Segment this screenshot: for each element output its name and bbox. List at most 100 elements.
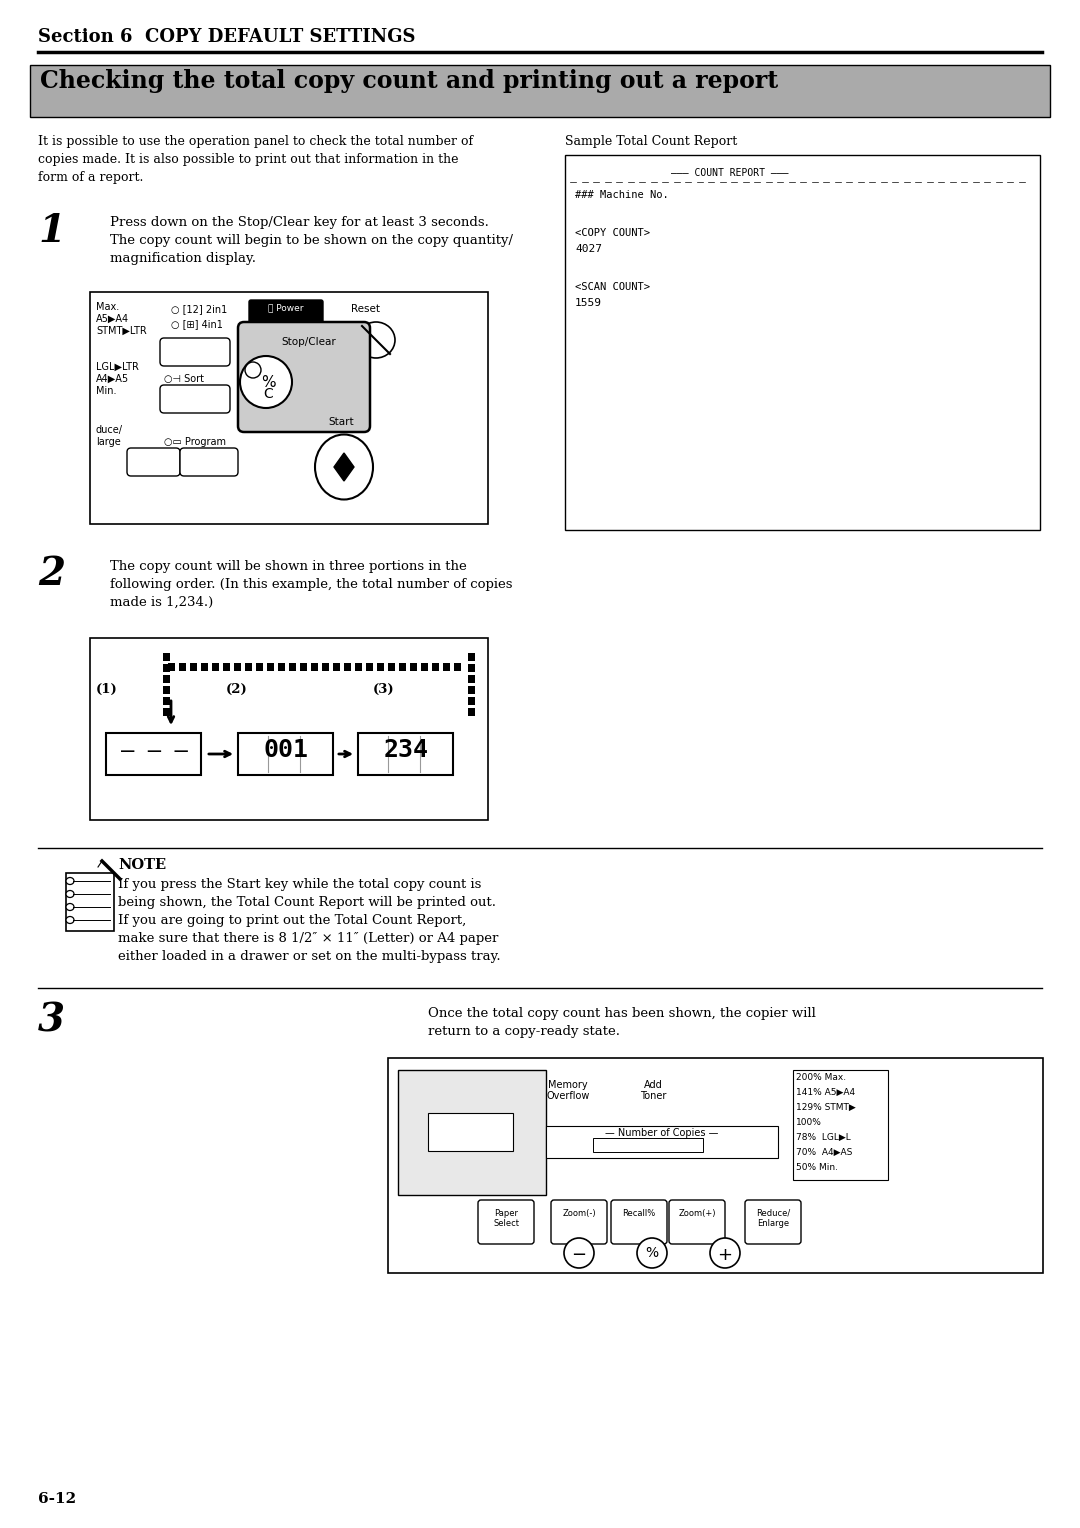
Text: Paper
Select: Paper Select: [492, 1209, 519, 1229]
Text: If you press the Start key while the total copy count is
being shown, the Total : If you press the Start key while the tot…: [118, 879, 501, 963]
Text: Max.: Max.: [96, 303, 119, 312]
FancyBboxPatch shape: [127, 448, 180, 477]
Text: Once the total copy count has been shown, the copier will
return to a copy-ready: Once the total copy count has been shown…: [428, 1007, 815, 1038]
Text: ○ [12] 2in1: ○ [12] 2in1: [171, 304, 227, 313]
Text: 141% A5▶A4: 141% A5▶A4: [796, 1088, 855, 1097]
FancyBboxPatch shape: [669, 1199, 725, 1244]
Bar: [333, 663, 340, 671]
Circle shape: [710, 1238, 740, 1268]
Text: 50% Min.: 50% Min.: [796, 1163, 838, 1172]
Text: 1559: 1559: [575, 298, 602, 309]
Text: duce/: duce/: [96, 425, 123, 435]
Bar: [468, 652, 475, 662]
Bar: [90, 639, 488, 821]
Text: <SCAN COUNT>: <SCAN COUNT>: [575, 283, 650, 292]
Bar: [546, 1126, 778, 1158]
Bar: [163, 652, 170, 662]
Bar: [468, 675, 475, 683]
Bar: [234, 663, 241, 671]
Bar: [163, 707, 170, 717]
Text: — Number of Copies —: — Number of Copies —: [605, 1128, 718, 1138]
Text: Zoom(-): Zoom(-): [563, 1209, 596, 1218]
Text: Reduce/
Enlarge: Reduce/ Enlarge: [756, 1209, 791, 1229]
Text: ⏻ Power: ⏻ Power: [268, 303, 303, 312]
Text: (2): (2): [226, 683, 247, 695]
Bar: [432, 663, 438, 671]
Text: A4▶A5: A4▶A5: [96, 374, 130, 384]
Text: ### Machine No.: ### Machine No.: [575, 189, 669, 200]
Bar: [311, 663, 318, 671]
Circle shape: [240, 356, 292, 408]
Bar: [565, 154, 1040, 530]
Text: ○▭ Program: ○▭ Program: [164, 437, 226, 448]
Bar: [212, 663, 219, 671]
Text: <COPY COUNT>: <COPY COUNT>: [575, 228, 650, 238]
Text: 001: 001: [264, 738, 309, 762]
Bar: [179, 663, 186, 671]
Text: Add: Add: [644, 1080, 662, 1089]
Bar: [238, 733, 333, 775]
FancyBboxPatch shape: [180, 448, 238, 477]
Bar: [468, 697, 475, 704]
Text: Recall%: Recall%: [622, 1209, 656, 1218]
FancyBboxPatch shape: [160, 385, 230, 413]
Bar: [454, 663, 461, 671]
Bar: [399, 1070, 546, 1195]
Text: C: C: [264, 387, 273, 400]
Bar: [30, 66, 1050, 118]
Ellipse shape: [357, 322, 395, 358]
Bar: [163, 686, 170, 694]
Text: 234: 234: [383, 738, 429, 762]
Bar: [468, 707, 475, 717]
Text: Checking the total copy count and printing out a report: Checking the total copy count and printi…: [40, 69, 778, 93]
FancyBboxPatch shape: [611, 1199, 667, 1244]
Text: Overflow: Overflow: [546, 1091, 590, 1102]
Bar: [163, 697, 170, 704]
Text: It is possible to use the operation panel to check the total number of
copies ma: It is possible to use the operation pane…: [38, 134, 473, 183]
Bar: [168, 663, 175, 671]
Bar: [163, 675, 170, 683]
Bar: [468, 665, 475, 672]
Text: LGL▶LTR: LGL▶LTR: [96, 362, 139, 371]
FancyBboxPatch shape: [745, 1199, 801, 1244]
Bar: [421, 663, 428, 671]
Bar: [163, 665, 170, 672]
Text: 6-12: 6-12: [38, 1491, 76, 1507]
FancyBboxPatch shape: [160, 338, 230, 367]
Text: (1): (1): [96, 683, 118, 695]
Text: 2: 2: [38, 555, 65, 593]
Text: Stop/Clear: Stop/Clear: [281, 338, 336, 347]
FancyBboxPatch shape: [551, 1199, 607, 1244]
Circle shape: [637, 1238, 667, 1268]
Text: 4027: 4027: [575, 244, 602, 254]
Text: Zoom(+): Zoom(+): [678, 1209, 716, 1218]
Text: 3: 3: [38, 1002, 65, 1041]
Text: Section 6  COPY DEFAULT SETTINGS: Section 6 COPY DEFAULT SETTINGS: [38, 28, 416, 46]
Text: 70%  A4▶AS: 70% A4▶AS: [796, 1148, 852, 1157]
Text: Press down on the Stop/Clear key for at least 3 seconds.
The copy count will beg: Press down on the Stop/Clear key for at …: [110, 215, 513, 264]
Bar: [388, 663, 395, 671]
Text: −: −: [571, 1245, 586, 1264]
Circle shape: [564, 1238, 594, 1268]
Bar: [322, 663, 329, 671]
Ellipse shape: [66, 917, 75, 923]
Text: 78%  LGL▶L: 78% LGL▶L: [796, 1132, 851, 1141]
Ellipse shape: [66, 877, 75, 885]
Text: – – –: – – –: [121, 741, 188, 761]
Polygon shape: [334, 452, 354, 481]
Text: %: %: [646, 1245, 659, 1261]
Ellipse shape: [66, 891, 75, 897]
Bar: [793, 1070, 888, 1180]
Text: (3): (3): [373, 683, 394, 695]
Bar: [289, 663, 296, 671]
Text: ○ [⊞] 4in1: ○ [⊞] 4in1: [171, 319, 222, 329]
Bar: [245, 663, 252, 671]
Text: 1: 1: [38, 212, 65, 251]
Ellipse shape: [315, 434, 373, 500]
Bar: [278, 663, 285, 671]
Bar: [66, 872, 114, 931]
Bar: [428, 1112, 513, 1151]
Bar: [366, 663, 373, 671]
FancyBboxPatch shape: [478, 1199, 534, 1244]
Text: %: %: [260, 374, 275, 390]
